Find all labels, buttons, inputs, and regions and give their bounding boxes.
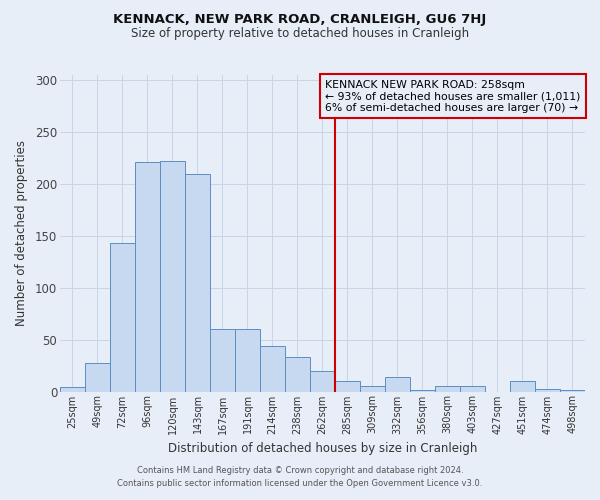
Y-axis label: Number of detached properties: Number of detached properties — [15, 140, 28, 326]
Bar — [85, 364, 110, 392]
Bar — [235, 329, 260, 392]
Bar — [110, 243, 135, 392]
Text: Contains HM Land Registry data © Crown copyright and database right 2024.
Contai: Contains HM Land Registry data © Crown c… — [118, 466, 482, 487]
Bar — [160, 161, 185, 392]
Text: KENNACK, NEW PARK ROAD, CRANLEIGH, GU6 7HJ: KENNACK, NEW PARK ROAD, CRANLEIGH, GU6 7… — [113, 12, 487, 26]
Bar — [460, 386, 485, 392]
Bar — [310, 371, 335, 392]
Bar — [510, 381, 535, 392]
Bar — [385, 377, 410, 392]
Bar — [435, 386, 460, 392]
Text: Size of property relative to detached houses in Cranleigh: Size of property relative to detached ho… — [131, 28, 469, 40]
X-axis label: Distribution of detached houses by size in Cranleigh: Distribution of detached houses by size … — [168, 442, 477, 455]
Text: KENNACK NEW PARK ROAD: 258sqm
← 93% of detached houses are smaller (1,011)
6% of: KENNACK NEW PARK ROAD: 258sqm ← 93% of d… — [325, 80, 580, 113]
Bar — [60, 388, 85, 392]
Bar — [535, 390, 560, 392]
Bar — [185, 174, 210, 392]
Bar — [360, 386, 385, 392]
Bar — [260, 346, 285, 392]
Bar — [560, 390, 585, 392]
Bar — [135, 162, 160, 392]
Bar — [335, 381, 360, 392]
Bar — [210, 329, 235, 392]
Bar — [285, 358, 310, 392]
Bar — [410, 390, 435, 392]
